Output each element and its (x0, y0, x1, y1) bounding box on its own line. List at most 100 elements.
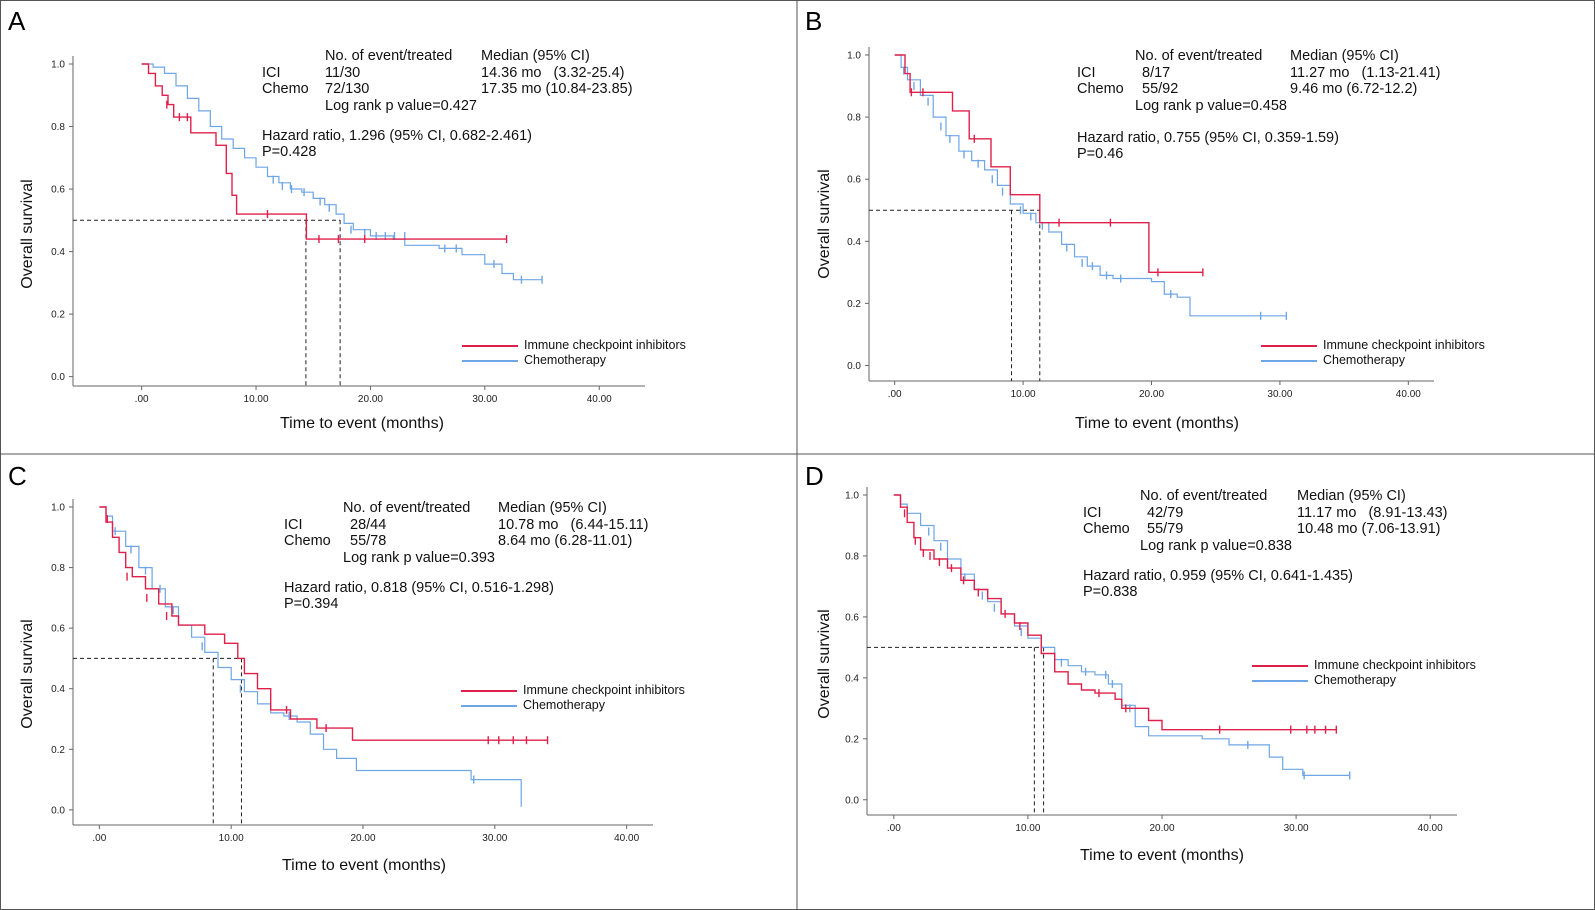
y-tick-label: 1.0 (847, 51, 861, 62)
x-tick-label: 30.00 (482, 833, 507, 844)
y-tick-label: 0.8 (847, 113, 861, 124)
km-plot-area: .00 10.00 20.00 30.00 40.00 0.0 0.2 0.4 0.6 0.8 1.… (51, 499, 653, 844)
legend-swatch-ici (461, 689, 517, 692)
x-tick-label: 10.00 (1015, 823, 1040, 834)
x-axis-title: Time to event (months) (1080, 847, 1244, 864)
p-value-text: P=0.838 (1083, 584, 1138, 600)
y-tick-label: 1.0 (51, 60, 65, 71)
legend-label-ici: Immune checkpoint inhibitors (1314, 658, 1476, 672)
y-tick-label: 0.0 (845, 795, 859, 806)
y-axis-title: Overall survival (19, 179, 36, 289)
x-tick-label: 10.00 (1011, 389, 1036, 400)
table-header-events: No. of event/treated (343, 500, 471, 516)
table-events-value: 8/17 (1142, 64, 1171, 81)
table-events-value: 72/130 (325, 81, 370, 97)
legend-item-chemo: Chemotherapy (462, 353, 606, 367)
x-tick-label: 10.00 (219, 833, 244, 844)
legend-swatch-chemo (462, 359, 518, 362)
table-group-label: ICI (262, 64, 281, 81)
p-value-text: P=0.46 (1077, 146, 1124, 162)
x-tick-label: 30.00 (1284, 823, 1309, 834)
legend-label-chemo: Chemotherapy (1323, 353, 1405, 367)
km-panel-d: D .00 10.00 20.00 30.00 40.00 0.0 0.2 0.4 0.6 0.8 1… (797, 455, 1594, 910)
table-events-value: 55/79 (1147, 521, 1184, 537)
y-tick-label: 1.0 (51, 503, 65, 514)
x-tick-label: 40.00 (1396, 389, 1421, 400)
y-tick-label: 0.4 (845, 673, 859, 684)
table-header-events: No. of event/treated (325, 48, 453, 64)
table-median-value: 11.27 mo (1.13-21.41) (1290, 64, 1441, 81)
y-tick-label: 0.4 (51, 684, 65, 695)
x-tick-label: 30.00 (472, 394, 497, 405)
x-axis-title: Time to event (months) (280, 415, 444, 432)
x-tick-label: .00 (888, 389, 902, 400)
table-header-events: No. of event/treated (1140, 488, 1268, 504)
legend-item-chemo: Chemotherapy (461, 698, 605, 712)
table-median-value: 14.36 mo (3.32-25.4) (481, 64, 625, 81)
y-tick-label: 1.0 (845, 491, 859, 502)
x-tick-label: .00 (92, 833, 106, 844)
y-tick-label: 0.0 (847, 361, 861, 372)
legend-item-chemo: Chemotherapy (1252, 673, 1396, 687)
y-tick-label: 0.0 (51, 372, 65, 383)
legend-swatch-ici (462, 344, 518, 347)
ici-survival-curve (893, 494, 1337, 731)
hazard-ratio-text: Hazard ratio, 1.296 (95% CI, 0.682-2.461… (262, 128, 533, 144)
hazard-ratio-text: Hazard ratio, 0.818 (95% CI, 0.516-1.298… (284, 580, 555, 596)
panel-letter: C (8, 461, 27, 491)
x-tick-label: 10.00 (244, 394, 269, 405)
km-panel-b: B .00 10.00 20.00 30.00 40.00 0.0 0.2 0.4 0.6 0.8 1… (797, 0, 1594, 455)
legend-label-ici: Immune checkpoint inhibitors (1323, 338, 1485, 352)
table-header-median: Median (95% CI) (498, 500, 607, 516)
table-group-label: Chemo (284, 533, 331, 549)
y-tick-label: 0.6 (845, 612, 859, 623)
panel-letter: D (805, 461, 824, 491)
legend-item-ici: Immune checkpoint inhibitors (461, 683, 685, 697)
x-tick-label: 20.00 (1149, 823, 1174, 834)
legend-swatch-ici (1252, 664, 1308, 667)
legend-swatch-chemo (1261, 359, 1317, 362)
km-plot-area: .00 10.00 20.00 30.00 40.00 0.0 0.2 0.4 0.6 0.8 1.… (847, 47, 1434, 400)
km-panel-c: C .00 10.00 20.00 30.00 40.00 0.0 0.2 0.4 0.6 0.8 1… (0, 455, 797, 910)
table-median-value: 10.78 mo (6.44-15.11) (498, 516, 649, 533)
x-tick-label: .00 (887, 823, 901, 834)
legend-item-ici: Immune checkpoint inhibitors (1252, 658, 1476, 672)
legend-item-ici: Immune checkpoint inhibitors (1261, 338, 1485, 352)
hazard-ratio-text: Hazard ratio, 0.755 (95% CI, 0.359-1.59) (1077, 130, 1339, 146)
y-tick-label: 0.2 (51, 310, 65, 321)
legend-swatch-ici (1261, 344, 1317, 347)
p-value-text: P=0.428 (262, 144, 317, 160)
legend-swatch-chemo (1252, 679, 1308, 682)
table-header-median: Median (95% CI) (481, 48, 590, 64)
y-tick-label: 0.2 (51, 745, 65, 756)
chemo-survival-curve (99, 506, 522, 807)
logrank-text: Log rank p value=0.838 (1140, 537, 1292, 554)
y-tick-label: 0.6 (51, 185, 65, 196)
legend-label-ici: Immune checkpoint inhibitors (524, 338, 686, 352)
table-group-label: ICI (1083, 504, 1102, 521)
y-tick-label: 0.2 (847, 299, 861, 310)
y-tick-label: 0.6 (847, 175, 861, 186)
panel-letter: B (805, 6, 823, 36)
x-tick-label: 40.00 (1418, 823, 1443, 834)
table-group-label: Chemo (1083, 521, 1130, 537)
x-tick-label: .00 (135, 394, 149, 405)
y-axis-title: Overall survival (816, 609, 833, 719)
logrank-text: Log rank p value=0.427 (325, 97, 477, 114)
y-tick-label: 0.2 (845, 734, 859, 745)
table-events-value: 42/79 (1147, 504, 1184, 521)
x-tick-label: 40.00 (614, 833, 639, 844)
y-axis-title: Overall survival (816, 169, 833, 279)
chemo-survival-curve (894, 54, 1287, 317)
km-panel-a: A .00 10.00 20.00 30.00 40.00 0.0 0.2 0.4 0.6 0.8 1… (0, 0, 797, 455)
panel-letter: A (8, 6, 26, 36)
table-group-label: ICI (284, 516, 303, 533)
y-tick-label: 0.8 (51, 122, 65, 133)
table-events-value: 55/78 (350, 533, 387, 549)
km-plot-area: .00 10.00 20.00 30.00 40.00 0.0 0.2 0.4 0.6 0.8 1.… (51, 56, 645, 405)
table-header-median: Median (95% CI) (1297, 488, 1406, 504)
x-tick-label: 20.00 (1139, 389, 1164, 400)
x-tick-label: 30.00 (1267, 389, 1292, 400)
table-group-label: ICI (1077, 64, 1096, 81)
km-plot-area: .00 10.00 20.00 30.00 40.00 0.0 0.2 0.4 0.6 0.8 1.… (845, 487, 1457, 834)
